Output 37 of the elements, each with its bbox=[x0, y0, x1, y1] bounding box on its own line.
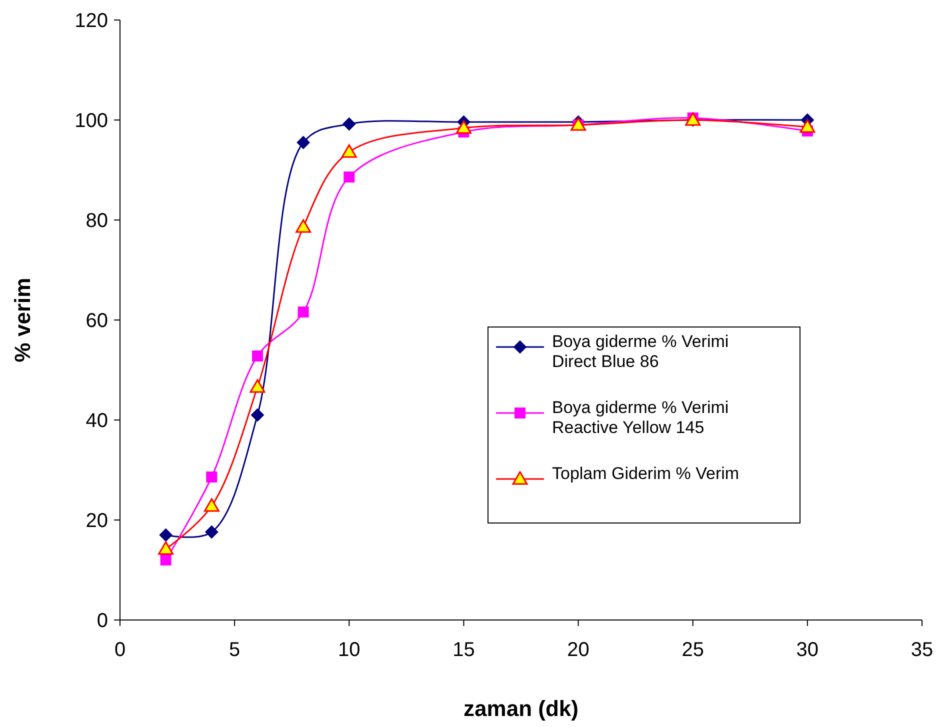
legend-label: Boya giderme % Verimi Reactive Yellow 145 bbox=[552, 398, 729, 437]
point bbox=[204, 498, 220, 512]
point bbox=[344, 172, 355, 182]
point bbox=[298, 306, 309, 318]
point bbox=[296, 219, 312, 233]
point bbox=[206, 472, 218, 482]
x-tick-label: 10 bbox=[338, 639, 360, 661]
point bbox=[456, 120, 472, 134]
y-tick-label: 120 bbox=[74, 10, 108, 32]
legend-label: Toplam Giderim % Verim bbox=[552, 464, 740, 483]
x-tick-label: 20 bbox=[567, 639, 590, 661]
legend-label: Boya giderme % Verimi Direct Blue 86 bbox=[552, 332, 729, 371]
point bbox=[800, 119, 816, 133]
y-tick-label: 40 bbox=[86, 410, 108, 432]
x-tick-label: 0 bbox=[114, 639, 126, 661]
x-axis-title: zaman (dk) bbox=[464, 696, 578, 721]
y-tick-label: 20 bbox=[86, 510, 108, 532]
point bbox=[252, 350, 263, 362]
y-tick-label: 60 bbox=[86, 310, 108, 332]
y-tick-label: 80 bbox=[86, 210, 108, 232]
point bbox=[296, 136, 310, 149]
y-axis-title: % verim bbox=[10, 278, 35, 362]
x-tick-label: 25 bbox=[682, 639, 704, 661]
point bbox=[250, 408, 264, 422]
point bbox=[205, 526, 218, 538]
x-tick-label: 30 bbox=[796, 639, 819, 661]
point bbox=[341, 144, 357, 158]
point bbox=[250, 379, 266, 393]
x-tick-label: 5 bbox=[229, 639, 240, 661]
y-tick-label: 100 bbox=[74, 110, 108, 132]
x-tick-label: 35 bbox=[910, 639, 934, 661]
point bbox=[160, 554, 172, 566]
y-tick-label: 0 bbox=[96, 610, 108, 632]
point bbox=[159, 528, 172, 542]
x-tick-label: 15 bbox=[452, 639, 475, 661]
point bbox=[342, 118, 356, 130]
point bbox=[158, 541, 174, 555]
